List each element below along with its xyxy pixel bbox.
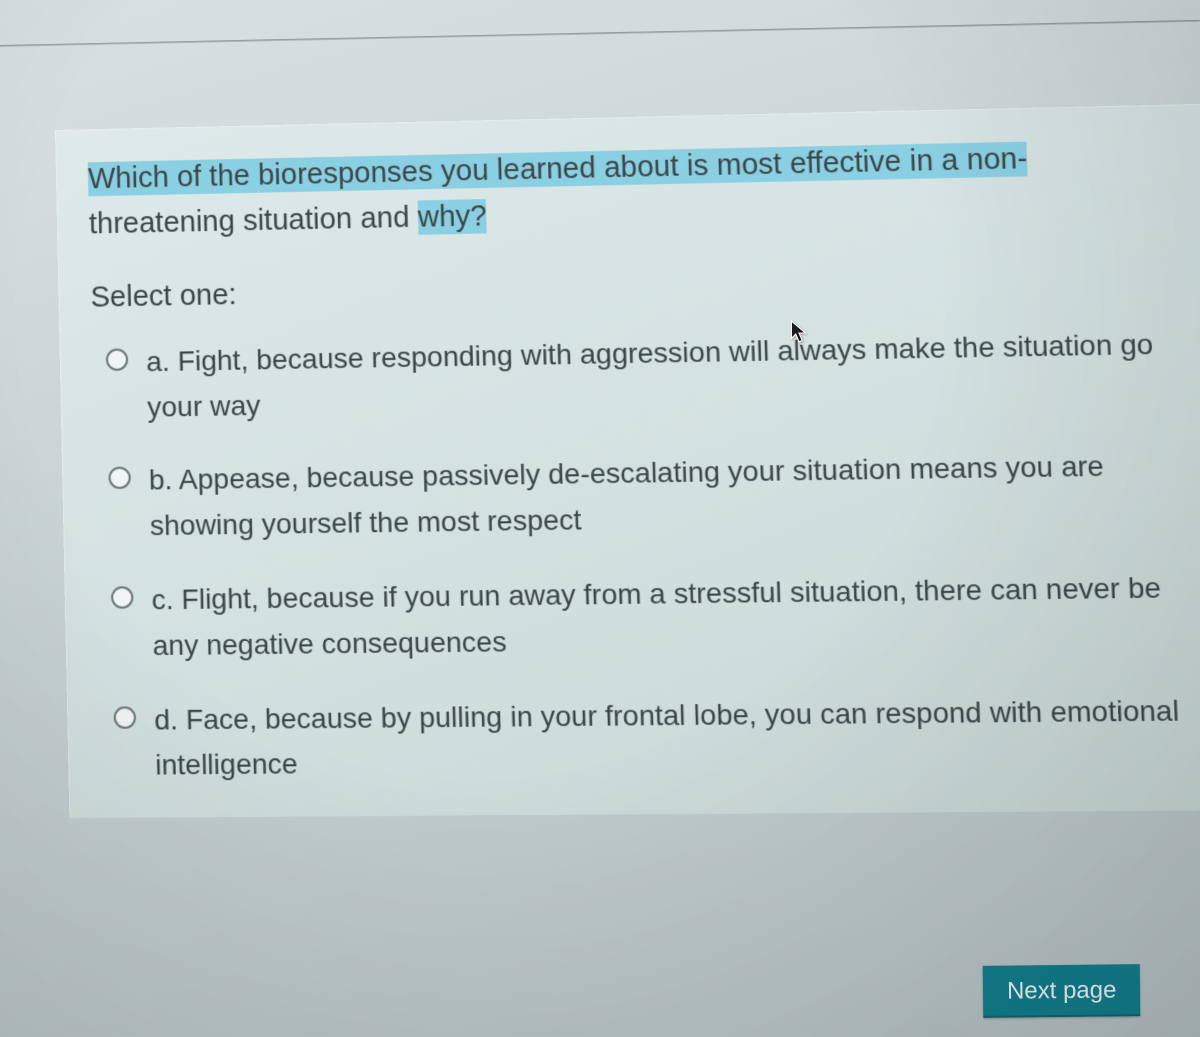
radio-a[interactable] bbox=[106, 348, 129, 371]
next-page-button[interactable]: Next page bbox=[982, 964, 1140, 1018]
option-c[interactable]: c. Flight, because if you run away from … bbox=[97, 565, 1200, 670]
option-d-text: d. Face, because by pulling in your fron… bbox=[154, 688, 1200, 789]
option-d-letter: d. bbox=[154, 703, 178, 735]
question-text: Which of the bioresponses you learned ab… bbox=[88, 133, 1191, 247]
window-divider bbox=[0, 20, 1200, 47]
option-b-text: b. Appease, because passively de-escalat… bbox=[148, 443, 1200, 550]
option-a-letter: a. bbox=[146, 346, 170, 378]
question-line2-plain: threatening situation and bbox=[89, 201, 418, 240]
option-a-text: a. Fight, because responding with aggres… bbox=[146, 321, 1198, 430]
option-c-body: Flight, because if you run away from a s… bbox=[152, 572, 1161, 661]
option-b-body: Appease, because passively de-escalating… bbox=[150, 451, 1105, 542]
radio-d[interactable] bbox=[113, 706, 136, 729]
radio-c[interactable] bbox=[111, 586, 134, 609]
options-list: a. Fight, because responding with aggres… bbox=[92, 321, 1200, 789]
radio-b[interactable] bbox=[108, 467, 131, 490]
option-a-body: Fight, because responding with aggressio… bbox=[147, 328, 1154, 422]
option-c-letter: c. bbox=[151, 584, 174, 616]
option-d-body: Face, because by pulling in your frontal… bbox=[155, 694, 1180, 781]
select-one-label: Select one: bbox=[90, 260, 1193, 314]
option-a[interactable]: a. Fight, because responding with aggres… bbox=[92, 321, 1198, 431]
option-b-letter: b. bbox=[149, 464, 173, 496]
option-c-text: c. Flight, because if you run away from … bbox=[151, 565, 1200, 669]
question-highlighted-1: Which of the bioresponses you learned ab… bbox=[88, 142, 1028, 197]
question-card: Which of the bioresponses you learned ab… bbox=[55, 103, 1200, 818]
option-b[interactable]: b. Appease, because passively de-escalat… bbox=[94, 443, 1200, 550]
option-d[interactable]: d. Face, because by pulling in your fron… bbox=[99, 688, 1200, 790]
question-highlighted-2: why? bbox=[417, 199, 487, 235]
